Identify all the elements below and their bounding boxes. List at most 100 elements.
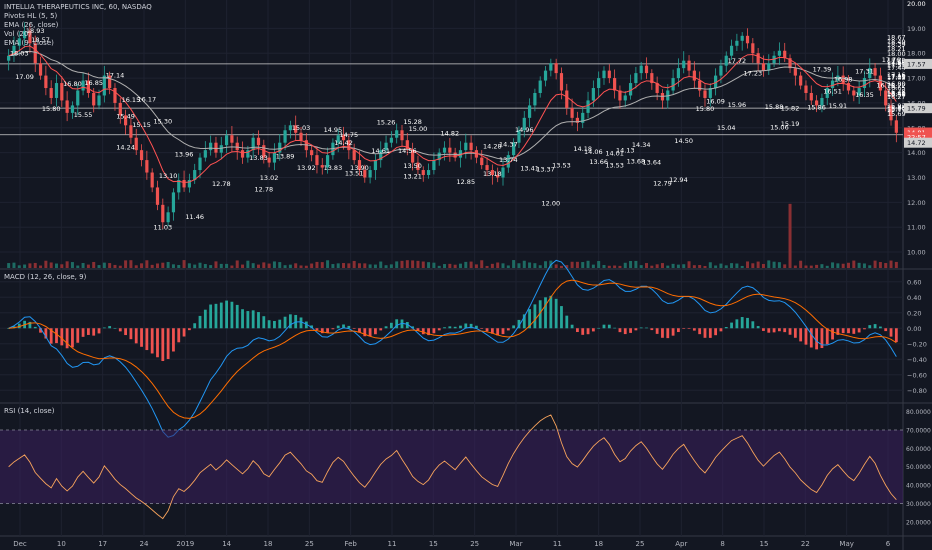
volume-bar [108, 263, 112, 268]
macd-y-tick: 0.40 [907, 294, 921, 302]
indicator-vol[interactable]: Vol (20) [4, 30, 32, 38]
indicator-ema9[interactable]: EMA (9, close) [4, 39, 54, 47]
pivot-label: 15.80 [887, 105, 906, 113]
volume-bar [650, 265, 654, 268]
pivot-label: 15.00 [409, 125, 428, 133]
volume-bar [831, 262, 835, 268]
candle-body [868, 68, 872, 79]
volume-bar [746, 261, 750, 268]
chart-header: INTELLIA THERAPEUTICS INC, 60, NASDAQ Pi… [4, 3, 152, 48]
macd-histogram-bar [692, 328, 696, 331]
candle-body [809, 92, 813, 101]
pivot-label: 14.56 [398, 147, 417, 155]
pivot-label: 14.42 [334, 139, 353, 147]
macd-y-tick: −0.60 [907, 371, 927, 379]
macd-histogram-bar [129, 328, 133, 340]
candle-body [368, 170, 372, 178]
macd-histogram-bar [33, 326, 37, 329]
x-tick-label: 25 [305, 540, 314, 548]
volume-bar [267, 263, 271, 268]
pivot-label: 15.80 [696, 105, 715, 113]
macd-histogram-bar [156, 328, 159, 358]
macd-histogram-bar [767, 328, 771, 333]
volume-bar [591, 264, 595, 268]
pivot-label: 15.49 [116, 113, 135, 121]
pivot-label: 18.39 [887, 41, 906, 49]
rsi-line [8, 414, 897, 520]
macd-histogram-bar [437, 328, 441, 331]
volume-bar [767, 260, 771, 268]
pivot-label: 17.16 [887, 71, 906, 79]
candle-body [320, 165, 324, 168]
macd-y-tick: −0.80 [907, 387, 927, 395]
volume-bar [357, 263, 361, 268]
candle-body [65, 100, 69, 113]
macd-histogram-bar [134, 328, 138, 344]
macd-histogram-bar [55, 328, 58, 344]
pivot-label: 13.51 [345, 170, 364, 178]
volume-bar [777, 262, 781, 268]
volume-bar [347, 263, 351, 268]
candle-body [533, 92, 537, 106]
macd-histogram-bar [852, 328, 856, 334]
macd-histogram-bar [177, 328, 181, 343]
pivot-label: 16.15 [122, 96, 141, 104]
x-tick-label: 17 [98, 540, 107, 548]
candle-body [825, 88, 829, 98]
candle-body [862, 78, 867, 89]
price-y-tick: 13.00 [907, 174, 926, 182]
volume-bar [336, 263, 340, 268]
candle-body [549, 63, 553, 71]
indicator-ema26[interactable]: EMA (26, close) [4, 21, 59, 29]
candle-body [7, 55, 11, 61]
macd-histogram-bar [804, 328, 808, 345]
candle-body [644, 65, 649, 74]
pivot-label: 15.15 [132, 121, 151, 129]
volume-bar [235, 260, 239, 268]
volume-bar [857, 262, 861, 268]
indicator-pivots[interactable]: Pivots HL (5, 5) [4, 12, 58, 20]
volume-bar [783, 264, 787, 268]
candle-body [224, 135, 229, 146]
volume-bar [113, 264, 117, 268]
macd-histogram-bar [650, 328, 654, 331]
macd-pane-label[interactable]: MACD (12, 26, close, 9) [4, 273, 87, 281]
ema9-line [8, 45, 897, 183]
candle-body [756, 53, 760, 64]
macd-histogram-bar [76, 328, 80, 343]
candle-body [60, 83, 64, 101]
volume-bar [474, 264, 478, 268]
candle-body [889, 105, 893, 121]
macd-histogram-bar [464, 323, 468, 329]
macd-histogram-bar [395, 319, 399, 329]
pivot-label: 13.53 [605, 161, 624, 169]
macd-y-tick: 0.20 [907, 309, 921, 317]
macd-histogram-bar [225, 300, 228, 329]
volume-bar [878, 262, 882, 268]
candle-body [150, 172, 154, 188]
volume-bar [310, 263, 314, 268]
volume-bar [272, 261, 276, 268]
pivot-label: 14.06 [584, 148, 603, 156]
macd-histogram-bar [730, 322, 733, 329]
volume-bar [453, 264, 457, 268]
macd-histogram-bar [538, 300, 542, 329]
macd-histogram-bar [182, 328, 186, 337]
macd-histogram-bar [44, 328, 48, 339]
macd-histogram-bar [193, 323, 197, 329]
rsi-pane-label[interactable]: RSI (14, close) [4, 407, 55, 415]
volume-bar [660, 263, 664, 268]
volume-bar [288, 264, 292, 268]
macd-histogram-bar [490, 328, 494, 334]
volume-bar [655, 264, 659, 268]
macd-histogram-bar [453, 326, 457, 329]
macd-histogram-bar [756, 326, 760, 329]
pivot-label: 13.37 [536, 165, 555, 173]
macd-histogram-bar [209, 304, 213, 329]
candle-body [586, 100, 590, 113]
candle-body [575, 117, 580, 123]
macd-histogram-bar [145, 328, 149, 351]
volume-bar [278, 262, 282, 268]
pivot-label: 17.05 [887, 74, 906, 82]
volume-bar [171, 264, 175, 268]
